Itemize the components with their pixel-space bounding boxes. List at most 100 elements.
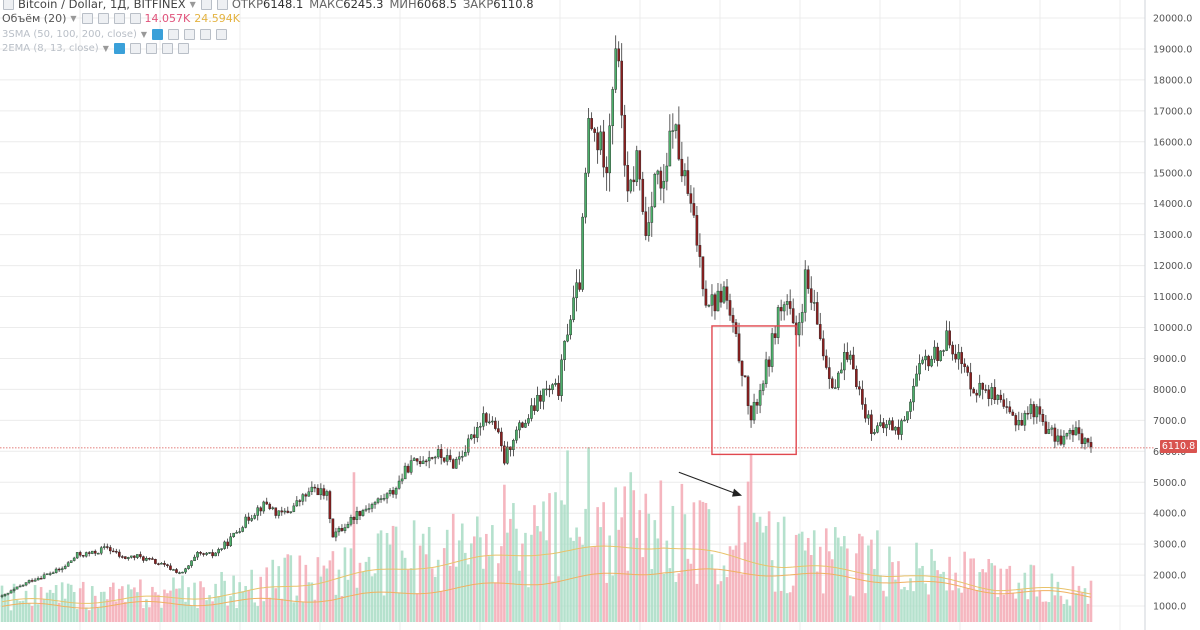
- candle-up: [942, 350, 945, 352]
- volume-bar: [115, 601, 118, 622]
- candle-up: [295, 500, 299, 507]
- volume-bar: [605, 582, 608, 622]
- candle-down: [316, 487, 320, 496]
- volume-bar: [843, 536, 846, 622]
- symbol-title: Bitcoin / Dollar, 1Д, BITFINEX: [18, 0, 186, 11]
- price-tick-label: 15000.0: [1153, 168, 1192, 179]
- volume-bar: [800, 531, 804, 622]
- volume-bar: [476, 516, 479, 622]
- chevron-down-icon[interactable]: ▼: [70, 14, 77, 23]
- add-icon[interactable]: [161, 43, 173, 54]
- settings-icon[interactable]: [81, 13, 93, 24]
- volume-bar: [797, 533, 801, 622]
- candle-up: [785, 301, 789, 305]
- volume-bar: [406, 569, 410, 622]
- chevron-down-icon[interactable]: ▼: [140, 30, 148, 39]
- volume-bar: [512, 503, 515, 622]
- volume-bar: [466, 564, 470, 622]
- volume-bar: [175, 588, 178, 622]
- candle-down: [430, 457, 434, 459]
- volume-bar: [172, 577, 175, 622]
- candle-down: [623, 114, 627, 166]
- candle-up: [445, 455, 449, 462]
- add-icon[interactable]: [200, 29, 212, 40]
- candlesticks: [0, 35, 1093, 599]
- candle-up: [800, 312, 804, 323]
- candle-down: [864, 404, 867, 419]
- volume-bar: [418, 545, 422, 622]
- ema-legend[interactable]: 2EMA (8, 13, close) ▼: [2, 43, 189, 54]
- candle-up: [160, 563, 163, 565]
- candle-down: [713, 294, 717, 312]
- volume-bar: [837, 537, 840, 622]
- close-icon[interactable]: [177, 43, 189, 54]
- volume-bar: [927, 594, 930, 622]
- volume-bar: [921, 565, 924, 622]
- volume-bar: [948, 556, 951, 622]
- candle-up: [653, 173, 657, 207]
- price-tick-label: 17000.0: [1153, 106, 1192, 117]
- candle-down: [322, 488, 326, 496]
- volume-bar: [689, 563, 693, 622]
- volume-bar: [457, 540, 461, 622]
- volume-bar: [806, 537, 810, 622]
- source-icon[interactable]: [184, 29, 196, 40]
- source-icon[interactable]: [145, 43, 157, 54]
- ohlc-value: 6148.1: [263, 0, 304, 11]
- collapse-icon[interactable]: [3, 0, 14, 10]
- candle-up: [918, 363, 921, 375]
- source-icon[interactable]: [97, 13, 109, 24]
- candle-up: [12, 588, 16, 591]
- volume-bar: [882, 590, 885, 622]
- volume-bar: [39, 587, 43, 622]
- candle-down: [274, 507, 278, 516]
- volume-bar: [319, 576, 323, 622]
- candle-down: [827, 367, 831, 379]
- sma-legend[interactable]: 3SMA (50, 100, 200, close) ▼: [2, 29, 228, 40]
- volume-bar: [590, 547, 593, 622]
- candle-up: [536, 395, 539, 411]
- add-icon[interactable]: [113, 13, 125, 24]
- candle-down: [154, 559, 157, 564]
- candle-up: [563, 340, 566, 361]
- volume-legend[interactable]: Объём (20) ▼ 14.057K 24.594K: [2, 12, 240, 25]
- chevron-down-icon[interactable]: ▼: [102, 44, 109, 53]
- volume-bar: [647, 513, 651, 622]
- settings-icon[interactable]: [168, 29, 180, 40]
- visibility-icon[interactable]: [152, 29, 164, 40]
- candle-up: [385, 493, 389, 499]
- settings-icon[interactable]: [200, 0, 212, 10]
- candle-up: [241, 527, 244, 532]
- candle-up: [491, 420, 494, 423]
- hide-icon[interactable]: [216, 0, 228, 10]
- volume-bar: [734, 545, 738, 622]
- candle-down: [590, 118, 593, 130]
- chevron-down-icon[interactable]: ▼: [189, 0, 196, 9]
- volume-bar: [770, 560, 774, 622]
- symbol-legend[interactable]: Bitcoin / Dollar, 1Д, BITFINEX ▼ ОТКР614…: [2, 0, 540, 11]
- candle-up: [933, 346, 936, 360]
- volume-bar: [668, 568, 672, 622]
- candle-down: [791, 308, 795, 324]
- candle-down: [304, 494, 308, 497]
- close-icon[interactable]: [216, 29, 228, 40]
- volume-bar: [1017, 582, 1021, 622]
- settings-icon[interactable]: [129, 43, 141, 54]
- close-icon[interactable]: [129, 13, 141, 24]
- volume-bar: [202, 587, 205, 622]
- volume-bar: [879, 575, 882, 622]
- volume-bar: [391, 525, 395, 622]
- volume-bar: [812, 530, 816, 622]
- volume-bar: [533, 505, 536, 622]
- candle-up: [54, 568, 58, 573]
- volume-bar: [229, 596, 232, 622]
- volume-bar: [160, 607, 163, 622]
- candle-down: [1080, 433, 1084, 445]
- volume-bar: [779, 590, 783, 622]
- candle-up: [722, 286, 726, 303]
- candle-up: [665, 165, 669, 182]
- volume-bar: [924, 583, 927, 622]
- visibility-icon[interactable]: [113, 43, 125, 54]
- volume-bar: [650, 569, 654, 622]
